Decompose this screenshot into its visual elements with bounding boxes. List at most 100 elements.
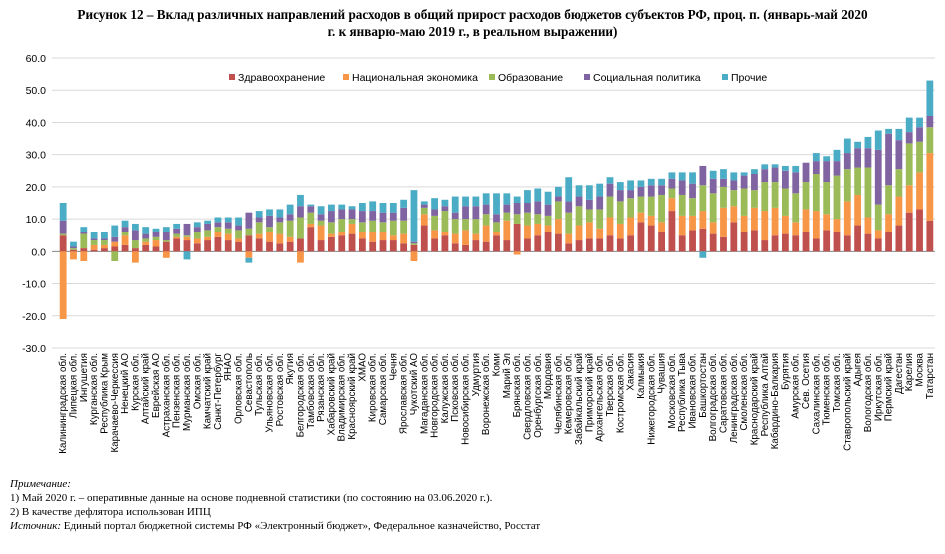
bar-segment: [255, 233, 263, 239]
bar-segment: [173, 238, 181, 252]
bar-segment: [771, 167, 779, 183]
chart-title: Рисунок 12 – Вклад различных направлений…: [10, 6, 935, 40]
bar-segment: [245, 251, 253, 258]
bar-segment: [266, 215, 273, 228]
bar-segment: [369, 220, 377, 232]
bar-segment: [771, 182, 779, 208]
bar-segment: [781, 165, 789, 171]
bar-segment: [328, 204, 335, 212]
x-tick-label: Хабаровский край: [326, 353, 337, 435]
chart-title-line1: Рисунок 12 – Вклад различных направлений…: [77, 7, 868, 22]
y-tick-label: -20.0: [22, 311, 46, 323]
bar-segment: [720, 186, 727, 208]
bar-segment: [297, 206, 304, 218]
bar-segment: [338, 209, 346, 220]
bar-segment: [214, 236, 222, 252]
bar-segment: [214, 227, 222, 232]
bar-segment: [812, 174, 820, 212]
bar-segment: [255, 222, 263, 234]
bar-segment: [864, 136, 872, 149]
x-tick-label: Кабардино-Балкария: [770, 353, 781, 449]
bar-segment: [575, 185, 583, 197]
bar-segment: [616, 201, 624, 224]
bar-segment: [740, 232, 748, 252]
bar-segment: [400, 243, 408, 252]
bar-segment: [121, 227, 129, 232]
x-tick-label: ХМАО: [357, 353, 368, 382]
bar-segment: [751, 207, 758, 231]
x-tick-label: Республика Тыва: [677, 352, 688, 431]
bar-segment: [152, 232, 160, 237]
bar-segment: [720, 169, 727, 179]
bar-segment: [121, 220, 129, 228]
bar-segment: [111, 246, 119, 252]
bar-segment: [534, 223, 542, 236]
bar-segment: [709, 193, 717, 223]
bar-segment: [410, 243, 418, 245]
bar-segment: [627, 235, 635, 252]
bar-segment: [874, 149, 882, 205]
bar-segment: [379, 203, 387, 213]
note-line-1: 1) Май 2020 г. – оперативные данные на о…: [10, 492, 493, 504]
bar-segment: [678, 172, 686, 181]
bar-segment: [513, 214, 521, 224]
bar-segment: [678, 215, 686, 236]
bar-segment: [482, 241, 490, 252]
bar-segment: [152, 240, 160, 247]
bar-segment: [885, 232, 892, 252]
x-tick-label: Тамбовская обл.: [306, 353, 317, 429]
y-tick-label: 20.0: [26, 182, 47, 194]
bar-segment: [637, 196, 645, 213]
x-tick-label: Иркутская обл.: [873, 353, 884, 421]
bar-segment: [585, 199, 593, 210]
bar-segment: [792, 165, 800, 173]
bar-segment: [235, 241, 242, 252]
bar-segment: [585, 209, 593, 223]
bar-segment: [575, 196, 583, 207]
bar-segment: [709, 170, 717, 179]
bar-segment: [317, 206, 325, 215]
bar-segment: [266, 209, 273, 216]
x-tick-label: Оренбургская обл.: [533, 353, 544, 438]
bar-segment: [472, 196, 480, 207]
x-tick-label: Тверская обл.: [605, 353, 616, 416]
bar-segment: [204, 236, 212, 241]
x-tick-label: Ленинградская обл.: [729, 353, 740, 443]
x-tick-label: Смоленская обл.: [739, 353, 750, 431]
bar-segment: [307, 223, 315, 228]
bar-segment: [193, 238, 201, 244]
bar-segment: [874, 238, 882, 252]
x-tick-label: Санкт-Петербург: [213, 353, 224, 430]
bar-segment: [771, 207, 779, 236]
bar-segment: [317, 220, 325, 226]
bar-segment: [193, 222, 201, 228]
bar-segment: [812, 153, 820, 162]
bar-segment: [513, 203, 521, 215]
bar-segment: [699, 165, 707, 186]
bar-segment: [895, 128, 903, 141]
bar-segment: [761, 182, 769, 212]
bar-segment: [668, 198, 676, 212]
chart-title-line2: г. к январю-маю 2019 г., в реальном выра…: [327, 24, 618, 39]
legend: Здравоохранение Национальная экономика Обр…: [229, 72, 767, 84]
source-text: Единый портал бюджетной системы РФ «Элек…: [61, 520, 541, 532]
bar-segment: [802, 182, 810, 210]
bar-segment: [761, 169, 769, 183]
bar-segment: [792, 235, 800, 252]
bar-segment: [328, 236, 335, 252]
bar-segment: [389, 203, 397, 213]
bar-segment: [358, 222, 366, 232]
bar-segment: [585, 222, 593, 239]
bar-segment: [751, 169, 758, 174]
bar-segment: [843, 138, 851, 154]
bar-segment: [709, 178, 717, 194]
bar-segment: [534, 214, 542, 224]
bar-segment: [59, 220, 67, 234]
x-tick-label: Ингушетия: [79, 353, 90, 402]
bar-segment: [905, 185, 913, 213]
bar-segment: [761, 211, 769, 241]
bar-segment: [193, 243, 201, 252]
bar-segment: [101, 240, 108, 245]
x-tick-label: Свердловская обл.: [522, 353, 533, 440]
bar-segment: [410, 190, 418, 242]
